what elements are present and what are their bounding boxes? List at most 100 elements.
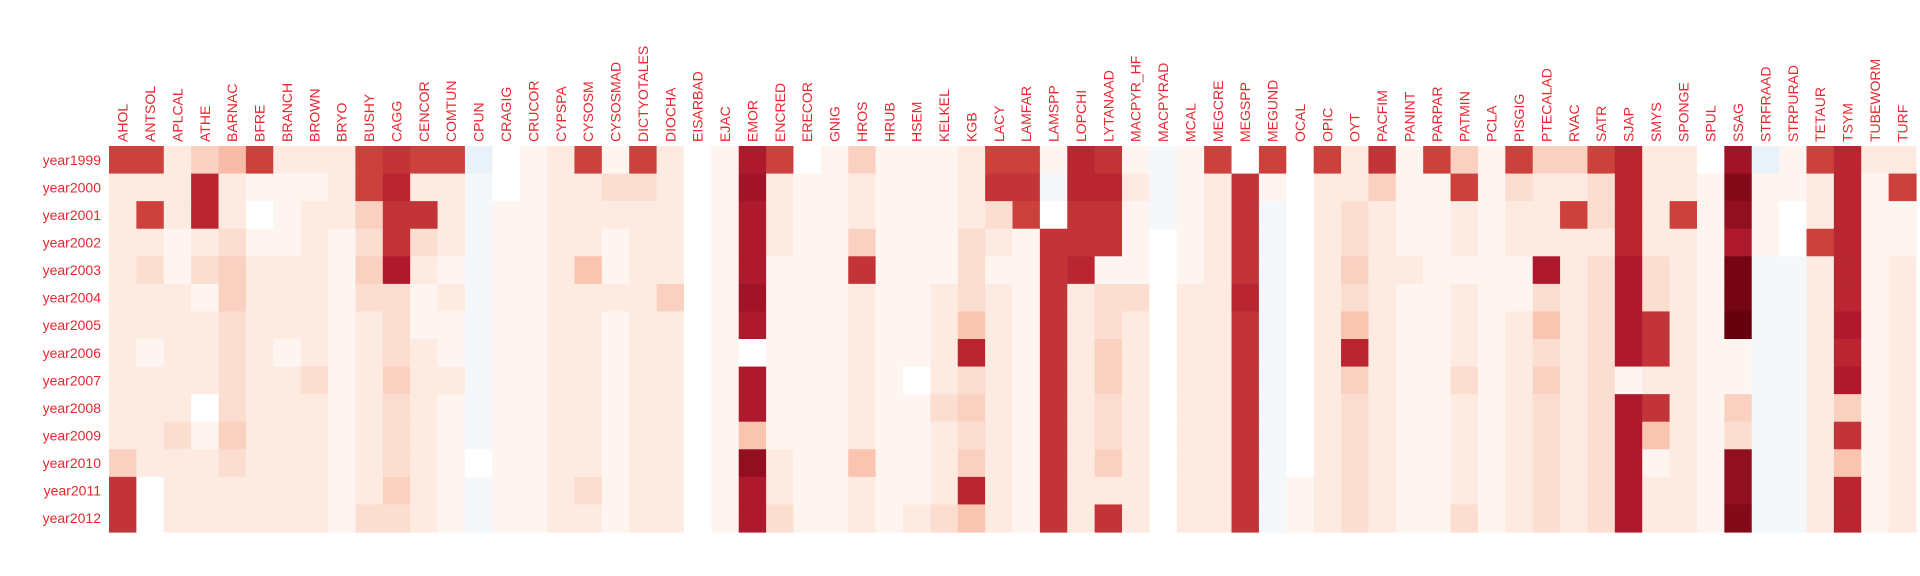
heatmap-cell: [1039, 476, 1068, 506]
heatmap-cell: [1779, 256, 1808, 285]
heatmap-cell: [957, 504, 986, 533]
heatmap-cell: [1806, 201, 1835, 230]
heatmap-cell: [1751, 476, 1780, 506]
heatmap-cell: [738, 228, 767, 257]
heatmap-cell: [629, 228, 658, 257]
heatmap-cell: [629, 311, 658, 340]
heatmap-cell: [683, 283, 712, 313]
heatmap-cell: [766, 311, 795, 340]
heatmap-cell: [136, 504, 165, 533]
heatmap-cell: [492, 421, 521, 450]
heatmap-cell: [1560, 201, 1589, 230]
heatmap-cell: [1724, 394, 1753, 423]
heatmap-cell: [848, 173, 877, 202]
heatmap-cell: [1341, 228, 1370, 257]
heatmap-cell: [1450, 228, 1479, 257]
heatmap-cell: [574, 256, 603, 285]
heatmap-cell: [191, 421, 220, 450]
heatmap-cell: [437, 283, 466, 313]
heatmap-cell: [1122, 421, 1150, 450]
heatmap-cell: [738, 394, 767, 423]
heatmap-cell: [492, 256, 521, 285]
heatmap-cell: [574, 283, 603, 313]
column-label: CYPSPA: [553, 86, 569, 142]
heatmap-cell: [1204, 228, 1233, 257]
heatmap-cell: [738, 449, 767, 478]
heatmap-cell: [1450, 476, 1479, 506]
heatmap-cell: [1450, 394, 1479, 423]
heatmap-cell: [711, 366, 740, 395]
heatmap-cell: [1313, 311, 1342, 340]
heatmap-cell: [464, 201, 493, 230]
heatmap-cell: [519, 256, 548, 285]
heatmap-cell: [245, 449, 274, 478]
heatmap-cell: [820, 449, 849, 478]
heatmap-cell: [1587, 256, 1616, 285]
heatmap-cell: [711, 283, 740, 313]
heatmap-cell: [1122, 504, 1150, 533]
heatmap-cell: [1231, 504, 1260, 533]
heatmap-cell: [1423, 366, 1452, 395]
heatmap-cell: [136, 173, 165, 202]
heatmap-cell: [519, 476, 548, 506]
heatmap-cell: [519, 394, 548, 423]
heatmap-cell: [1313, 421, 1342, 450]
heatmap-cell: [1286, 366, 1315, 395]
heatmap-cell: [1779, 504, 1808, 533]
heatmap-cell: [191, 146, 220, 175]
heatmap-cell: [191, 228, 220, 257]
heatmap-cell: [1423, 421, 1452, 450]
heatmap-cell: [273, 256, 302, 285]
heatmap-cell: [1477, 394, 1506, 423]
heatmap-cell: [957, 366, 986, 395]
heatmap-cell: [1122, 228, 1150, 257]
column-label: OPIC: [1319, 108, 1335, 142]
heatmap-cell: [163, 256, 192, 285]
heatmap-cell: [1477, 201, 1506, 230]
heatmap-cell: [492, 201, 521, 230]
heatmap-cell: [793, 311, 822, 340]
heatmap-cell: [930, 504, 959, 533]
heatmap-cell: [1039, 283, 1068, 313]
heatmap-cell: [1039, 173, 1068, 202]
heatmap-cell: [1779, 228, 1808, 257]
heatmap-cell: [793, 449, 822, 478]
heatmap-cell: [163, 173, 192, 202]
heatmap-cell: [1094, 504, 1123, 533]
heatmap-cell: [1861, 421, 1890, 450]
heatmap-cell: [1368, 283, 1397, 313]
heatmap-cell: [629, 421, 658, 450]
heatmap-cell: [1423, 311, 1452, 340]
heatmap-cell: [1861, 283, 1890, 313]
heatmap-cell: [738, 476, 767, 506]
heatmap-cell: [1313, 339, 1342, 368]
heatmap-cell: [1368, 228, 1397, 257]
heatmap-cell: [1395, 366, 1424, 395]
heatmap-cell: [163, 201, 192, 230]
heatmap-cell: [519, 201, 548, 230]
heatmap-cell: [519, 311, 548, 340]
heatmap-cell: [985, 366, 1014, 395]
heatmap-cell: [328, 146, 357, 175]
heatmap-cell: [1450, 339, 1479, 368]
heatmap-cell: [1368, 201, 1397, 230]
heatmap-cell: [1149, 146, 1178, 175]
heatmap-cell: [820, 311, 849, 340]
heatmap-cell: [574, 311, 603, 340]
heatmap-cell: [464, 449, 493, 478]
heatmap-cell: [273, 201, 302, 230]
heatmap-cell: [1833, 283, 1862, 313]
heatmap-cell: [136, 339, 165, 368]
heatmap-cell: [218, 173, 247, 202]
heatmap-cell: [820, 283, 849, 313]
heatmap-cell: [1067, 201, 1096, 230]
heatmap-cell: [1368, 146, 1397, 175]
heatmap-cell: [245, 228, 274, 257]
heatmap-cell: [328, 476, 357, 506]
heatmap-cell: [1560, 449, 1589, 478]
heatmap-cell: [382, 421, 411, 450]
column-label: EJAC: [717, 106, 733, 142]
heatmap-cell: [437, 256, 466, 285]
heatmap-cell: [328, 201, 357, 230]
heatmap-cell: [163, 504, 192, 533]
